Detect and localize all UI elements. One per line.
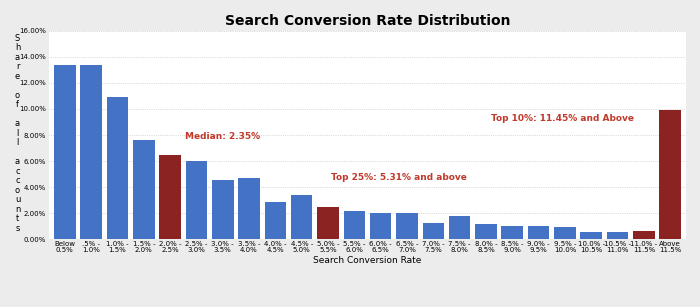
- X-axis label: Search Conversion Rate: Search Conversion Rate: [314, 256, 421, 265]
- Text: r: r: [16, 62, 20, 71]
- Bar: [659, 110, 681, 239]
- Bar: [370, 213, 391, 239]
- Text: Top 25%: 5.31% and above: Top 25%: 5.31% and above: [330, 173, 466, 182]
- Bar: [554, 227, 575, 239]
- Text: c: c: [15, 176, 20, 185]
- Bar: [528, 227, 550, 239]
- Bar: [291, 195, 312, 239]
- Bar: [317, 207, 339, 239]
- Bar: [501, 227, 523, 239]
- Bar: [580, 232, 602, 239]
- Text: e: e: [15, 72, 20, 81]
- Text: f: f: [16, 100, 19, 109]
- Text: a: a: [15, 53, 20, 62]
- Text: Top 10%: 11.45% and Above: Top 10%: 11.45% and Above: [491, 114, 634, 123]
- Text: l: l: [16, 138, 19, 147]
- Bar: [475, 224, 497, 239]
- Bar: [212, 180, 234, 239]
- Text: s: s: [15, 223, 20, 233]
- Bar: [133, 140, 155, 239]
- Bar: [633, 231, 655, 239]
- Bar: [106, 97, 128, 239]
- Text: u: u: [15, 195, 20, 204]
- Text: o: o: [15, 91, 20, 100]
- Title: Search Conversion Rate Distribution: Search Conversion Rate Distribution: [225, 14, 510, 28]
- Bar: [265, 202, 286, 239]
- Bar: [54, 64, 76, 239]
- Bar: [344, 212, 365, 239]
- Bar: [160, 155, 181, 239]
- Text: S: S: [15, 34, 20, 43]
- Bar: [607, 231, 629, 239]
- Text: Median: 2.35%: Median: 2.35%: [185, 132, 260, 141]
- Bar: [449, 216, 470, 239]
- Text: c: c: [15, 167, 20, 176]
- Text: t: t: [16, 214, 19, 223]
- Text: h: h: [15, 43, 20, 52]
- Text: a: a: [15, 157, 20, 166]
- Text: l: l: [16, 129, 19, 138]
- Bar: [423, 223, 444, 239]
- Text: n: n: [15, 204, 20, 214]
- Text: o: o: [15, 186, 20, 195]
- Bar: [238, 178, 260, 239]
- Bar: [186, 161, 207, 239]
- Bar: [80, 64, 102, 239]
- Text: a: a: [15, 119, 20, 128]
- Bar: [396, 213, 418, 239]
